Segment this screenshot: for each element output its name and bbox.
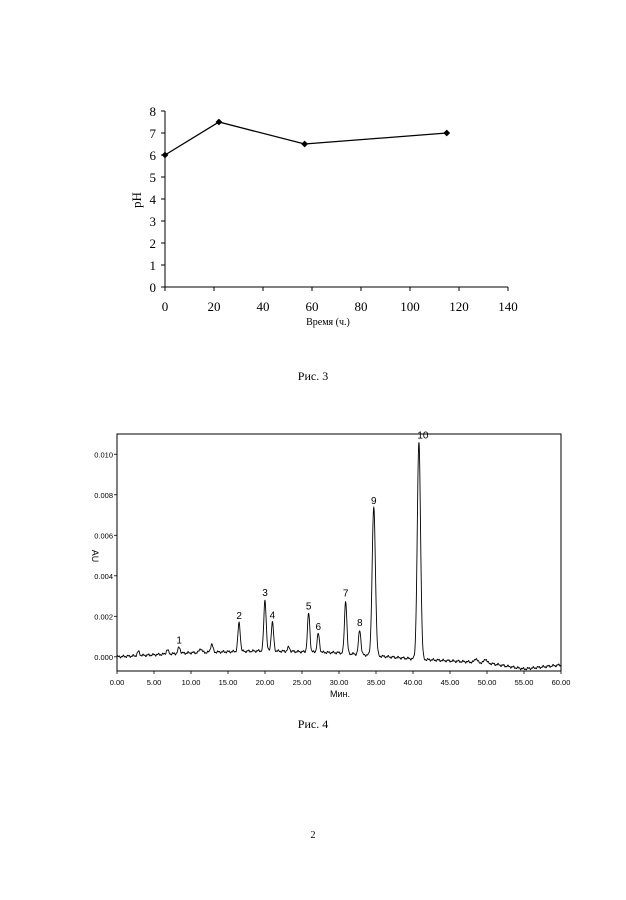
chromatogram-x-tick-label: 50.00: [478, 678, 497, 687]
chromatogram-y-tick-label: 0.004: [94, 572, 113, 581]
chromatogram-frame: [117, 434, 561, 671]
chromatogram-x-tick-label: 40.00: [404, 678, 423, 687]
peak-label: 1: [176, 635, 182, 646]
chromatogram-x-tick-label: 0.00: [110, 678, 125, 687]
chromatogram-x-tick-label: 10.00: [182, 678, 201, 687]
chromatogram-chart: 0.000 0.002 0.004 0.006 0.008 0.010 0.00 5.00 1…: [0, 0, 626, 720]
peak-label: 7: [343, 589, 349, 600]
chromatogram-x-ticks: 0.00 5.00 10.00 15.00 20.00 25.00 30.00 35.00 40…: [110, 671, 571, 687]
chromatogram-y-tick-label: 0.006: [94, 531, 113, 540]
peak-label: 3: [262, 588, 268, 599]
chromatogram-peak-labels: 1 2 3 4 56 7 8 9 10: [176, 430, 429, 646]
chromatogram-y-tick-label: 0.000: [94, 653, 113, 662]
chromatogram-trace: [117, 442, 561, 670]
figure-4-caption: Рис. 4: [0, 717, 626, 732]
chromatogram-x-tick-label: 25.00: [293, 678, 312, 687]
peak-label: 9: [371, 496, 377, 507]
chromatogram-x-axis-label: Мин.: [330, 689, 350, 699]
peak-label: 6: [315, 622, 321, 633]
chromatogram-axes: [117, 434, 561, 671]
chromatogram-x-tick-label: 55.00: [515, 678, 534, 687]
chromatogram-x-tick-label: 45.00: [441, 678, 460, 687]
chromatogram-y-tick-label: 0.010: [94, 450, 113, 459]
peak-label: 10: [417, 430, 429, 441]
chromatogram-x-tick-label: 15.00: [219, 678, 238, 687]
chromatogram-y-axis-label: AU: [90, 550, 100, 563]
chromatogram-x-tick-label: 35.00: [367, 678, 386, 687]
chromatogram-y-tick-label: 0.002: [94, 612, 113, 621]
peak-label: 5: [306, 601, 312, 612]
chromatogram-signal-line: [117, 442, 561, 670]
chromatogram-x-tick-label: 60.00: [552, 678, 571, 687]
chromatogram-x-tick-label: 30.00: [330, 678, 349, 687]
peak-label: 2: [236, 611, 242, 622]
page-number: 2: [0, 830, 626, 841]
chromatogram-x-tick-label: 20.00: [256, 678, 275, 687]
chromatogram-x-tick-label: 5.00: [147, 678, 162, 687]
chromatogram-y-tick-label: 0.008: [94, 491, 113, 500]
peak-label: 8: [357, 618, 363, 629]
peak-label: 4: [270, 611, 276, 622]
